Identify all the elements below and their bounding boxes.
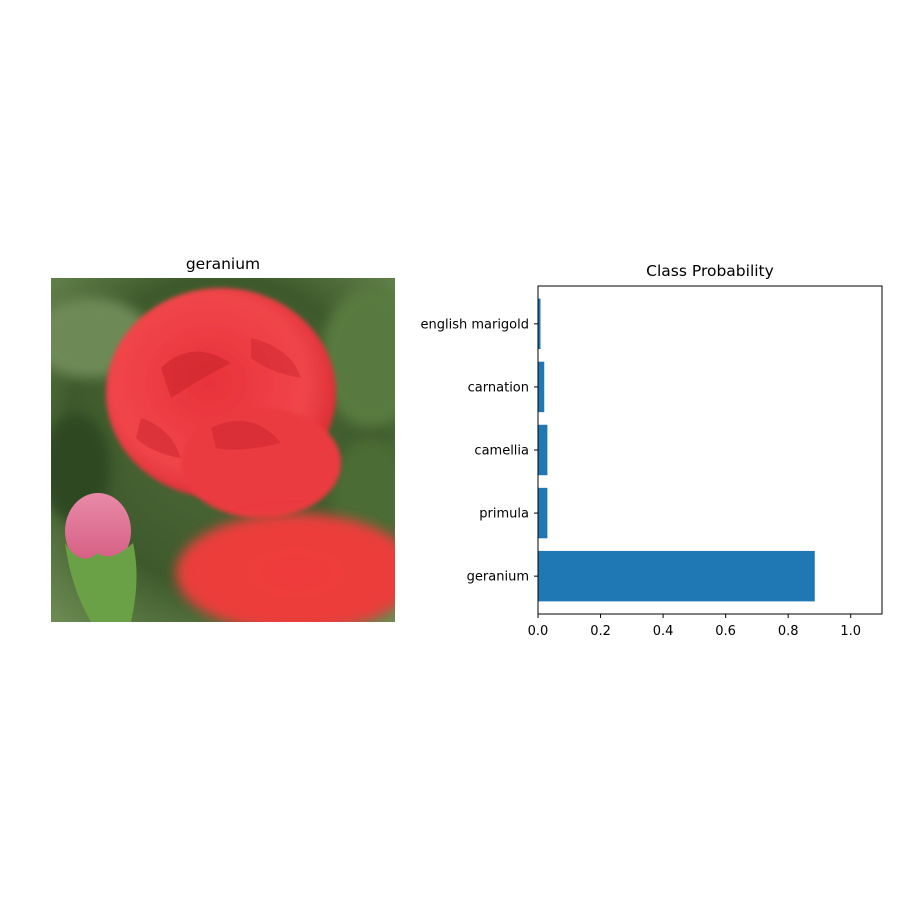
y-tick-label: geranium bbox=[467, 570, 529, 585]
bar-carnation bbox=[538, 361, 545, 413]
bar-primula bbox=[538, 487, 548, 539]
bar-camellia bbox=[538, 424, 548, 476]
bar-english-marigold bbox=[538, 298, 541, 350]
x-tick-label: 0.6 bbox=[715, 624, 736, 639]
bar-geranium bbox=[538, 550, 815, 602]
image-title: geranium bbox=[185, 255, 261, 273]
y-tick-label: carnation bbox=[468, 380, 529, 395]
x-tick-label: 0.8 bbox=[778, 624, 799, 639]
flower-photo bbox=[51, 278, 395, 622]
x-tick-label: 1.0 bbox=[840, 624, 861, 639]
y-tick-label: english marigold bbox=[420, 317, 529, 332]
y-tick-label: primula bbox=[479, 507, 529, 522]
x-tick-label: 0.0 bbox=[528, 624, 549, 639]
y-tick-label: camellia bbox=[474, 444, 529, 459]
x-tick-label: 0.2 bbox=[590, 624, 611, 639]
axes-frame bbox=[537, 285, 883, 615]
x-tick-label: 0.4 bbox=[653, 624, 674, 639]
chart-title: Class Probability bbox=[646, 262, 774, 280]
